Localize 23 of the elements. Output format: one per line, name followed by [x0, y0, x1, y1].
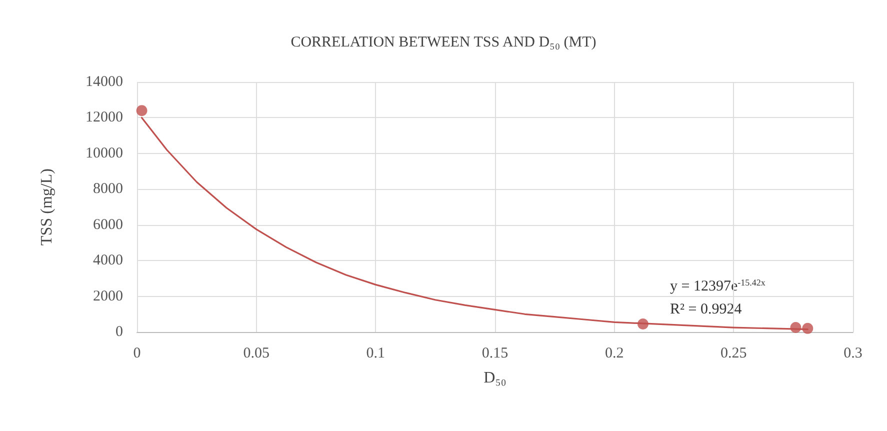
y-axis-title: TSS (mg/L)	[38, 168, 56, 246]
x-tick-label: 0.25	[720, 346, 747, 362]
point	[136, 105, 148, 116]
y-tick-label: 0	[116, 324, 123, 340]
point	[637, 318, 648, 330]
x-tick-label: 0	[133, 346, 141, 362]
x-tick-label: 0.3	[844, 346, 862, 362]
point	[790, 322, 802, 334]
y-tick-label: 10000	[86, 145, 123, 162]
y-tick-label: 14000	[86, 74, 123, 90]
y-tick-label: 4000	[93, 252, 123, 269]
y-tick-label: 2000	[93, 288, 123, 304]
x-tick-label: 0.15	[482, 346, 508, 362]
x-tick-label: 0.2	[604, 346, 624, 362]
x-tick-label: 0.1	[366, 346, 386, 362]
x-tick-label: 0.05	[243, 346, 270, 362]
y-tick-label: 8000	[93, 181, 123, 198]
chart-title: CORRELATION BETWEEN TSS AND D₅₀ (MT)	[290, 34, 596, 50]
y-tick-label: 12000	[86, 110, 123, 126]
point	[802, 322, 814, 334]
y-tick-label: 6000	[93, 216, 123, 233]
x-axis-title: D₅₀	[484, 370, 506, 386]
annotation: R² = 0.9924	[670, 302, 742, 318]
